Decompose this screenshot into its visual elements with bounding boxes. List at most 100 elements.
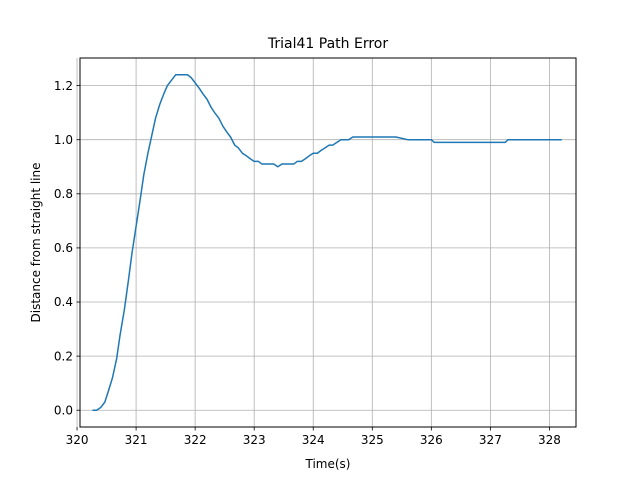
series-layer xyxy=(92,74,562,411)
data-point xyxy=(285,163,287,165)
data-point xyxy=(507,139,509,141)
data-point xyxy=(210,106,212,108)
y-tick-label: 0.0 xyxy=(54,403,73,417)
data-point xyxy=(234,144,236,146)
data-point xyxy=(242,152,244,154)
y-tick-label: 0.6 xyxy=(54,241,73,255)
data-point xyxy=(320,150,322,152)
data-point xyxy=(258,161,260,163)
series-line xyxy=(92,74,562,411)
data-point xyxy=(297,161,299,163)
data-point xyxy=(237,147,239,149)
data-point xyxy=(269,163,271,165)
data-point xyxy=(222,125,224,127)
data-point xyxy=(112,377,114,379)
data-point xyxy=(199,88,201,90)
data-point xyxy=(328,144,330,146)
data-point xyxy=(202,93,204,95)
data-point xyxy=(246,155,248,157)
data-point xyxy=(155,117,157,119)
x-tick-label: 323 xyxy=(243,433,266,447)
data-point xyxy=(100,407,102,409)
data-point xyxy=(187,74,189,76)
data-point xyxy=(116,358,118,360)
data-point xyxy=(128,280,130,282)
data-point xyxy=(253,161,255,163)
data-point xyxy=(312,152,314,154)
data-point xyxy=(460,142,462,144)
y-axis-label: Distance from straight line xyxy=(29,162,43,322)
data-point xyxy=(352,136,354,138)
x-tick-label: 326 xyxy=(420,433,443,447)
data-point xyxy=(178,74,180,76)
data-point xyxy=(261,163,263,165)
data-point xyxy=(143,174,145,176)
data-point xyxy=(434,142,436,144)
data-point xyxy=(407,139,409,141)
data-point xyxy=(119,334,121,336)
data-point xyxy=(308,155,310,157)
x-tick-label: 320 xyxy=(66,433,89,447)
data-point xyxy=(163,93,165,95)
data-point xyxy=(340,139,342,141)
data-point xyxy=(273,163,275,165)
data-point xyxy=(167,85,169,87)
x-axis-label: Time(s) xyxy=(305,457,351,471)
data-point xyxy=(147,152,149,154)
x-tick-label: 327 xyxy=(479,433,502,447)
data-point xyxy=(151,134,153,136)
data-point xyxy=(293,163,295,165)
axes-frame xyxy=(79,57,577,428)
data-point xyxy=(504,142,506,144)
data-point xyxy=(372,136,374,138)
data-point xyxy=(218,117,220,119)
data-point xyxy=(281,163,283,165)
data-point xyxy=(171,79,173,81)
data-point xyxy=(214,112,216,114)
data-point xyxy=(395,136,397,138)
data-point xyxy=(92,409,94,411)
data-point xyxy=(356,136,358,138)
data-point xyxy=(289,163,291,165)
y-tick-label: 0.2 xyxy=(54,349,73,363)
data-point xyxy=(194,82,196,84)
data-point xyxy=(277,166,279,168)
data-point xyxy=(317,152,319,154)
data-point xyxy=(190,77,192,79)
ticks: 320 321 322 323 324 325 326 327 328 0.0 0.2 0.4 0.6 0… xyxy=(54,79,561,447)
x-tick-label: 325 xyxy=(361,433,384,447)
x-tick-label: 328 xyxy=(538,433,561,447)
x-tick-label: 322 xyxy=(184,433,207,447)
data-point xyxy=(336,142,338,144)
data-point xyxy=(560,139,562,141)
data-point xyxy=(265,163,267,165)
data-point xyxy=(226,131,228,133)
data-point xyxy=(230,136,232,138)
data-point xyxy=(124,309,126,311)
data-point xyxy=(431,139,433,141)
data-point xyxy=(183,74,185,76)
data-point xyxy=(135,226,137,228)
data-point xyxy=(348,139,350,141)
data-point xyxy=(108,391,110,393)
data-point xyxy=(175,74,177,76)
data-point xyxy=(249,158,251,160)
data-point xyxy=(305,158,307,160)
data-point xyxy=(332,144,334,146)
data-point xyxy=(131,253,133,255)
x-tick-label: 321 xyxy=(125,433,148,447)
x-tick-label: 324 xyxy=(302,433,325,447)
y-tick-label: 1.2 xyxy=(54,79,73,93)
y-tick-label: 1.0 xyxy=(54,133,73,147)
data-point xyxy=(301,161,303,163)
data-point xyxy=(344,139,346,141)
chart-title: Trial41 Path Error xyxy=(267,36,388,52)
y-tick-label: 0.4 xyxy=(54,295,73,309)
data-point xyxy=(96,409,98,411)
data-point xyxy=(490,142,492,144)
data-point xyxy=(139,198,141,200)
data-point xyxy=(206,98,208,100)
data-point xyxy=(324,147,326,149)
